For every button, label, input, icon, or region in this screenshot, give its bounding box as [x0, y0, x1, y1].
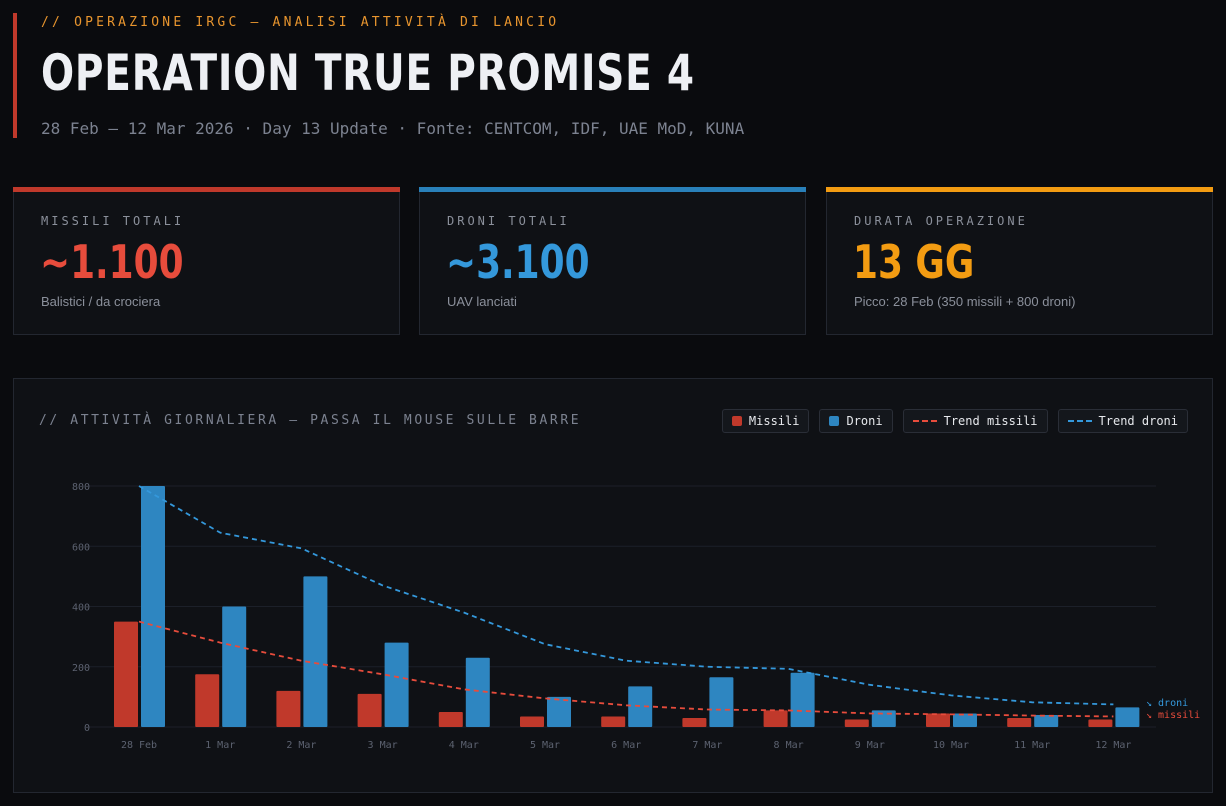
bar-droni[interactable]	[709, 677, 734, 727]
card-accent-bar	[826, 187, 1213, 192]
x-tick-label: 2 Mar	[286, 740, 316, 751]
x-tick-label: 8 Mar	[774, 740, 804, 751]
daily-activity-chart: 0 200 400 600 800 28 Feb 1 Mar 2 Mar 3 Mar 4 Mar 5…	[72, 482, 1200, 751]
bar-missili[interactable]	[114, 621, 138, 727]
legend-label: Trend missili	[943, 414, 1038, 428]
bar-droni[interactable]	[303, 576, 328, 727]
bar-droni[interactable]	[790, 672, 815, 727]
x-tick-label: 5 Mar	[530, 740, 560, 751]
y-tick-label: 600	[72, 542, 90, 553]
card-value: 13 GG	[853, 235, 975, 289]
stat-card-droni: DRONI TOTALI ~3.100 UAV lanciati	[419, 187, 806, 335]
legend-item-droni[interactable]: Droni	[819, 409, 893, 433]
stat-card-missili: MISSILI TOTALI ~1.100 Balistici / da cro…	[13, 187, 400, 335]
x-tick-label: 7 Mar	[692, 740, 722, 751]
bar-missili[interactable]	[438, 711, 463, 727]
square-swatch-icon	[829, 416, 840, 426]
page-kicker: // OPERAZIONE IRGC — ANALISI ATTIVITÀ DI…	[41, 15, 560, 30]
x-tick-label: 4 Mar	[449, 740, 479, 751]
bar-missili[interactable]	[276, 690, 301, 727]
x-tick-label: 3 Mar	[368, 740, 398, 751]
bar-missili[interactable]	[601, 716, 626, 727]
y-tick-label: 800	[72, 482, 90, 493]
legend-item-missili[interactable]: Missili	[721, 409, 810, 433]
bar-missili[interactable]	[682, 717, 707, 727]
dashed-line-icon	[1067, 420, 1092, 422]
card-sub: UAV lanciati	[447, 294, 517, 309]
dashed-line-icon	[912, 420, 937, 422]
page-title: OPERATION TRUE PROMISE 4	[41, 44, 695, 102]
square-swatch-icon	[731, 416, 742, 426]
bar-missili[interactable]	[1088, 719, 1113, 727]
bar-droni[interactable]	[141, 486, 165, 727]
y-tick-label: 0	[84, 723, 90, 734]
bar-missili[interactable]	[195, 674, 220, 727]
chart-title: // ATTIVITÀ GIORNALIERA — PASSA IL MOUSE…	[39, 413, 582, 428]
card-label: DRONI TOTALI	[447, 214, 570, 228]
bar-droni[interactable]	[465, 657, 490, 727]
bar-missili[interactable]	[1007, 717, 1032, 727]
x-tick-label: 10 Mar	[933, 740, 969, 751]
bar-droni[interactable]	[547, 696, 571, 727]
bar-droni[interactable]	[953, 713, 977, 727]
bar-droni[interactable]	[628, 686, 653, 727]
card-value: ~1.100	[40, 235, 184, 289]
legend-item-trend-droni[interactable]: Trend droni	[1057, 409, 1188, 433]
x-tick-label: 9 Mar	[855, 740, 885, 751]
page-subtitle: 28 Feb – 12 Mar 2026 · Day 13 Update · F…	[41, 119, 745, 138]
x-tick-label: 1 Mar	[205, 740, 235, 751]
legend-label: Droni	[846, 414, 883, 428]
y-tick-label: 200	[72, 663, 90, 674]
bar-droni[interactable]	[384, 642, 409, 727]
x-tick-label: 28 Feb	[121, 740, 157, 751]
card-label: MISSILI TOTALI	[41, 214, 185, 228]
x-tick-label: 12 Mar	[1095, 740, 1131, 751]
bar-missili[interactable]	[926, 713, 950, 727]
bar-missili[interactable]	[763, 710, 788, 727]
y-tick-label: 400	[72, 603, 90, 614]
chart-legend: Missili Droni Trend missili Trend droni	[721, 409, 1188, 433]
card-accent-bar	[419, 187, 806, 192]
bar-droni[interactable]	[871, 710, 896, 727]
card-label: DURATA OPERAZIONE	[854, 214, 1028, 228]
card-sub: Balistici / da crociera	[41, 294, 161, 309]
card-accent-bar	[13, 187, 400, 192]
chart-panel: 0 200 400 600 800 28 Feb 1 Mar 2 Mar 3 Mar 4 Mar 5…	[13, 378, 1213, 793]
end-label-missili: ↘ missili	[1146, 710, 1200, 721]
trend-line-droni	[138, 485, 1114, 706]
bar-missili[interactable]	[844, 719, 869, 727]
card-sub: Picco: 28 Feb (350 missili + 800 droni)	[854, 294, 1076, 309]
end-label-droni: ↘ droni	[1146, 698, 1188, 709]
legend-item-trend-missili[interactable]: Trend missili	[902, 409, 1048, 433]
bar-droni[interactable]	[1115, 707, 1140, 727]
x-tick-label: 11 Mar	[1014, 740, 1050, 751]
card-value: ~3.100	[446, 235, 590, 289]
stat-card-durata: DURATA OPERAZIONE 13 GG Picco: 28 Feb (3…	[826, 187, 1213, 335]
trend-line-missili	[138, 620, 1114, 718]
page-header: // OPERAZIONE IRGC — ANALISI ATTIVITÀ DI…	[13, 13, 1013, 138]
legend-label: Missili	[748, 414, 800, 428]
bar-missili[interactable]	[357, 693, 382, 727]
legend-label: Trend droni	[1098, 414, 1178, 428]
bar-droni[interactable]	[1034, 714, 1059, 727]
bar-droni[interactable]	[222, 606, 247, 728]
bar-missili[interactable]	[520, 716, 544, 727]
x-tick-label: 6 Mar	[611, 740, 641, 751]
